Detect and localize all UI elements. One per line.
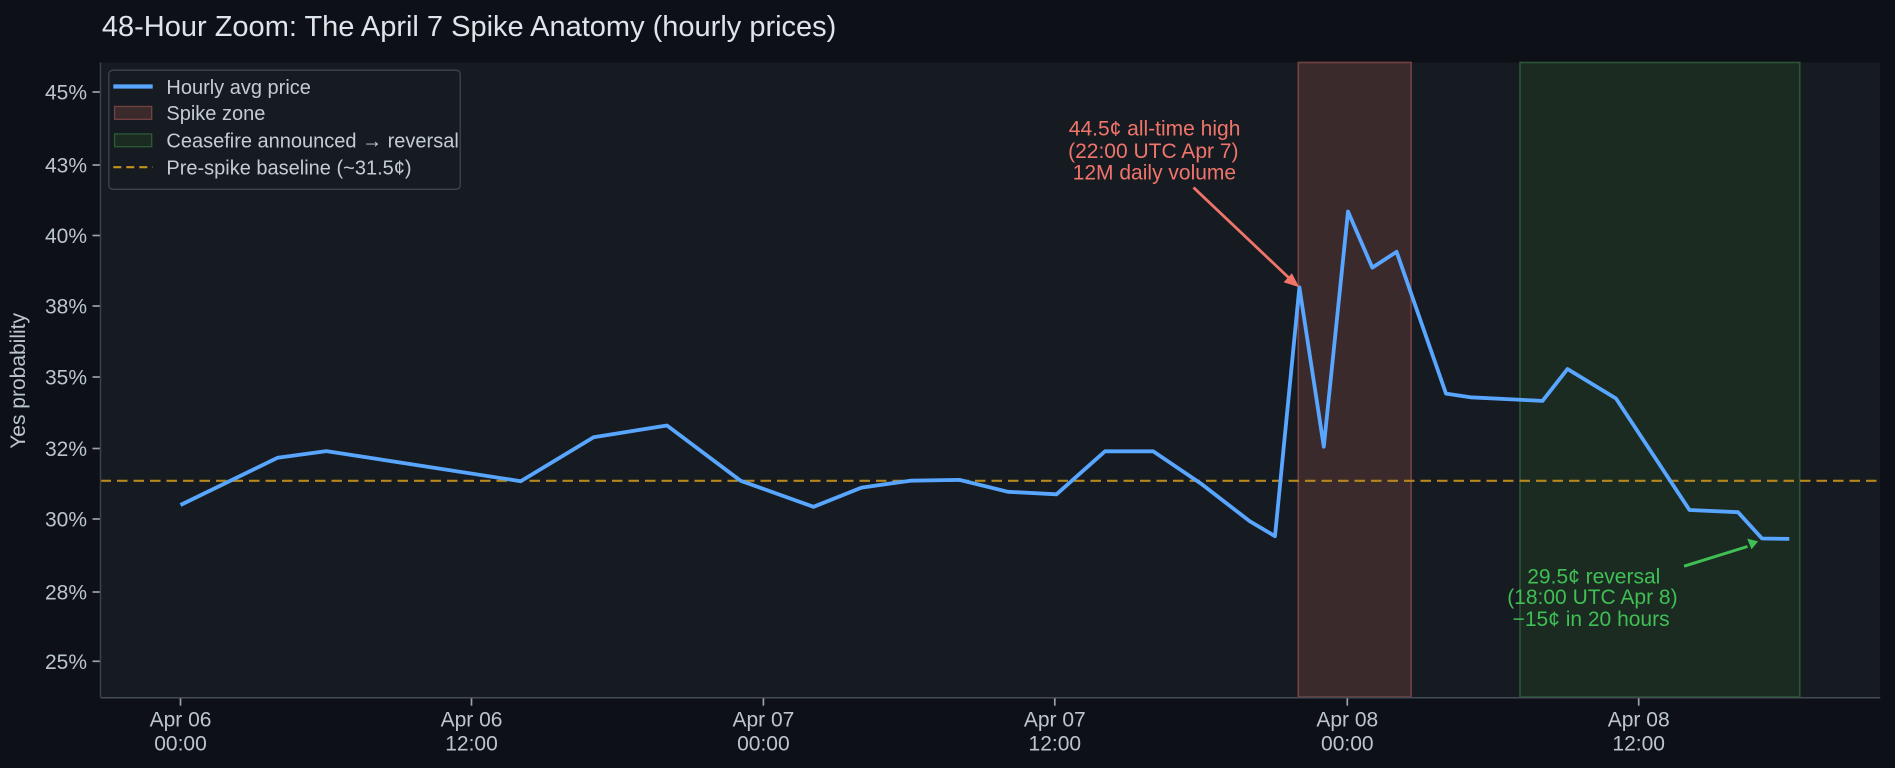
svg-text:(18:00 UTC Apr 8): (18:00 UTC Apr 8)	[1507, 586, 1677, 609]
svg-text:Apr 08: Apr 08	[1608, 709, 1670, 732]
svg-text:29.5¢ reversal: 29.5¢ reversal	[1527, 565, 1660, 588]
svg-text:48-Hour Zoom: The April 7 Spik: 48-Hour Zoom: The April 7 Spike Anatomy …	[102, 11, 836, 43]
svg-text:Ceasefire announced → reversal: Ceasefire announced → reversal	[166, 131, 458, 153]
svg-text:00:00: 00:00	[1321, 733, 1374, 756]
svg-text:38%: 38%	[45, 296, 87, 319]
svg-text:40%: 40%	[45, 225, 87, 248]
svg-text:Yes probability: Yes probability	[7, 313, 30, 449]
svg-text:25%: 25%	[45, 651, 87, 674]
svg-text:28%: 28%	[45, 582, 87, 605]
svg-text:Spike zone: Spike zone	[166, 103, 265, 125]
svg-text:Apr 06: Apr 06	[150, 709, 212, 732]
svg-text:Apr 08: Apr 08	[1316, 709, 1378, 732]
svg-text:35%: 35%	[45, 367, 87, 390]
svg-text:Apr 06: Apr 06	[441, 709, 503, 732]
svg-text:43%: 43%	[45, 155, 87, 178]
svg-text:Hourly avg price: Hourly avg price	[166, 77, 311, 99]
svg-text:Pre-spike baseline (~31.5¢): Pre-spike baseline (~31.5¢)	[166, 157, 411, 179]
svg-text:32%: 32%	[45, 438, 87, 461]
svg-text:30%: 30%	[45, 509, 87, 532]
svg-text:12M daily volume: 12M daily volume	[1073, 161, 1236, 184]
svg-text:12:00: 12:00	[445, 733, 498, 756]
svg-text:45%: 45%	[45, 82, 87, 105]
svg-text:(22:00 UTC Apr 7): (22:00 UTC Apr 7)	[1068, 140, 1238, 163]
svg-text:12:00: 12:00	[1029, 733, 1082, 756]
svg-text:00:00: 00:00	[737, 733, 790, 756]
svg-text:12:00: 12:00	[1612, 733, 1665, 756]
svg-text:Apr 07: Apr 07	[732, 709, 794, 732]
svg-text:00:00: 00:00	[154, 733, 207, 756]
svg-text:−15¢ in 20 hours: −15¢ in 20 hours	[1513, 608, 1670, 631]
svg-text:44.5¢ all-time high: 44.5¢ all-time high	[1069, 118, 1241, 141]
svg-text:Apr 07: Apr 07	[1024, 709, 1086, 732]
